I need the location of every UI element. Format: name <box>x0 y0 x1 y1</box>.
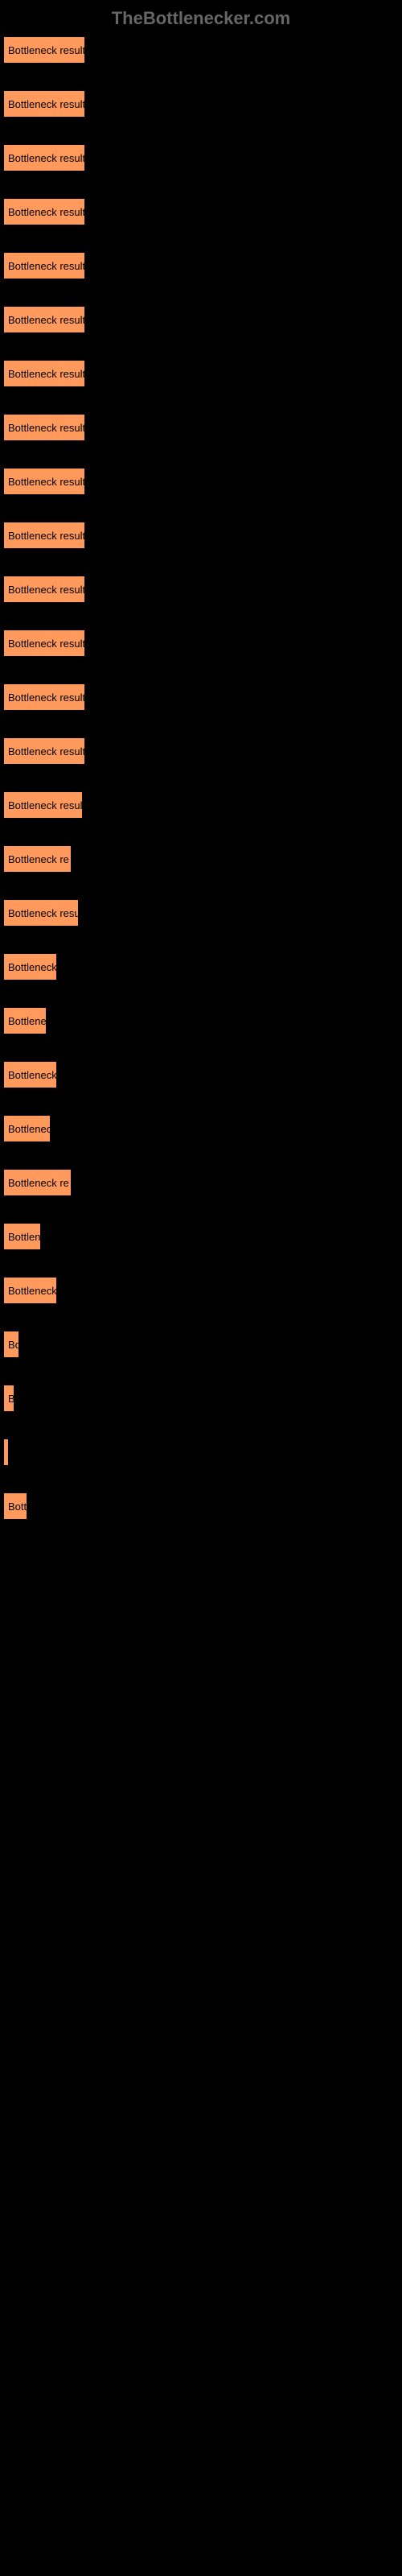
chart-bar: Bo <box>4 1331 18 1357</box>
bar-label: Bottleneck result <box>8 260 84 272</box>
bar-row: Bo <box>4 1331 398 1357</box>
bar-row: Bottleneck result <box>4 307 398 332</box>
chart-bar: Bottleneck result <box>4 469 84 494</box>
bar-row: Bottleneck result <box>4 253 398 279</box>
bar-row: Bottleneck result <box>4 576 398 602</box>
bar-label: Bottleneck resu <box>8 907 78 919</box>
chart-bar: Bott <box>4 1493 27 1519</box>
chart-bar: Bottleneck result <box>4 91 84 117</box>
bar-row: Bottleneck result <box>4 415 398 440</box>
chart-bar: Bottleneck <box>4 954 56 980</box>
bar-row: Bottleneck result <box>4 684 398 710</box>
bar-row: Bottlene <box>4 1008 398 1034</box>
chart-bar: Bottleneck result <box>4 415 84 440</box>
bar-label: Bottleneck result <box>8 314 84 326</box>
chart-bar: Bottleneck <box>4 1062 56 1088</box>
bar-label: Bottleneck result <box>8 799 82 811</box>
bar-row: Bottleneck result <box>4 37 398 63</box>
chart-bar: Bottleneck re <box>4 846 71 872</box>
chart-bar: Bottleneck result <box>4 738 84 764</box>
bar-label: Bottleneck result <box>8 98 84 110</box>
bar-label: Bottlene <box>8 1015 46 1027</box>
bar-label: Bottleneck re <box>8 1177 69 1189</box>
chart-bar: Bottleneck result <box>4 792 82 818</box>
bar-row: Bottleneck result <box>4 792 398 818</box>
bar-label: B <box>8 1393 14 1405</box>
chart-bar <box>4 1439 8 1465</box>
chart-bar: Bottleneck result <box>4 253 84 279</box>
chart-bar: Bottleneck <box>4 1278 56 1303</box>
bar-row: Bottleneck result <box>4 145 398 171</box>
bar-row: Bottleneck result <box>4 469 398 494</box>
bar-label: Bottleneck <box>8 961 56 973</box>
bar-label: Bottleneck <box>8 1069 56 1081</box>
bar-label: Bottlenec <box>8 1123 50 1135</box>
bar-row: Bottleneck <box>4 954 398 980</box>
bar-row: Bottleneck re <box>4 846 398 872</box>
bar-row: Bottleneck re <box>4 1170 398 1195</box>
bar-row: B <box>4 1385 398 1411</box>
chart-bar: Bottleneck result <box>4 361 84 386</box>
bar-label: Bo <box>8 1339 18 1351</box>
bar-row: Bott <box>4 1493 398 1519</box>
chart-bar: Bottlen <box>4 1224 40 1249</box>
bar-row: Bottleneck <box>4 1278 398 1303</box>
bar-label: Bottleneck result <box>8 745 84 758</box>
bar-label: Bottleneck re <box>8 853 69 865</box>
bar-row: Bottlen <box>4 1224 398 1249</box>
bar-label: Bottleneck result <box>8 44 84 56</box>
chart-bar: Bottleneck result <box>4 37 84 63</box>
chart-bar: Bottleneck re <box>4 1170 71 1195</box>
bar-row: Bottleneck result <box>4 630 398 656</box>
bar-label: Bottleneck result <box>8 638 84 650</box>
bar-label: Bott <box>8 1501 27 1513</box>
bar-row: Bottleneck resu <box>4 900 398 926</box>
bar-label: Bottleneck result <box>8 422 84 434</box>
bar-row: Bottleneck result <box>4 91 398 117</box>
chart-bar: Bottlenec <box>4 1116 50 1141</box>
chart-bar: Bottlene <box>4 1008 46 1034</box>
bar-label: Bottlen <box>8 1231 40 1243</box>
bar-label: Bottleneck result <box>8 530 84 542</box>
bar-row: Bottleneck result <box>4 361 398 386</box>
bar-row: Bottleneck result <box>4 199 398 225</box>
chart-bar: Bottleneck result <box>4 145 84 171</box>
bar-label: Bottleneck result <box>8 152 84 164</box>
bar-row: Bottleneck result <box>4 738 398 764</box>
bar-row <box>4 1439 398 1465</box>
chart-bar: Bottleneck resu <box>4 900 78 926</box>
chart-bar: B <box>4 1385 14 1411</box>
chart-bar: Bottleneck result <box>4 630 84 656</box>
site-title: TheBottlenecker.com <box>112 8 291 28</box>
chart-bar: Bottleneck result <box>4 199 84 225</box>
bar-label: Bottleneck result <box>8 368 84 380</box>
site-header: TheBottlenecker.com <box>0 0 402 37</box>
chart-bar: Bottleneck result <box>4 684 84 710</box>
chart-bar: Bottleneck result <box>4 576 84 602</box>
bar-row: Bottleneck result <box>4 522 398 548</box>
bar-row: Bottleneck <box>4 1062 398 1088</box>
bar-row: Bottlenec <box>4 1116 398 1141</box>
bar-label: Bottleneck result <box>8 584 84 596</box>
bar-label: Bottleneck result <box>8 691 84 704</box>
chart-bar: Bottleneck result <box>4 522 84 548</box>
chart-bar: Bottleneck result <box>4 307 84 332</box>
bar-label: Bottleneck <box>8 1285 56 1297</box>
bar-chart: Bottleneck result Bottleneck result Bottle… <box>0 37 402 1519</box>
bar-label: Bottleneck result <box>8 476 84 488</box>
bar-label: Bottleneck result <box>8 206 84 218</box>
